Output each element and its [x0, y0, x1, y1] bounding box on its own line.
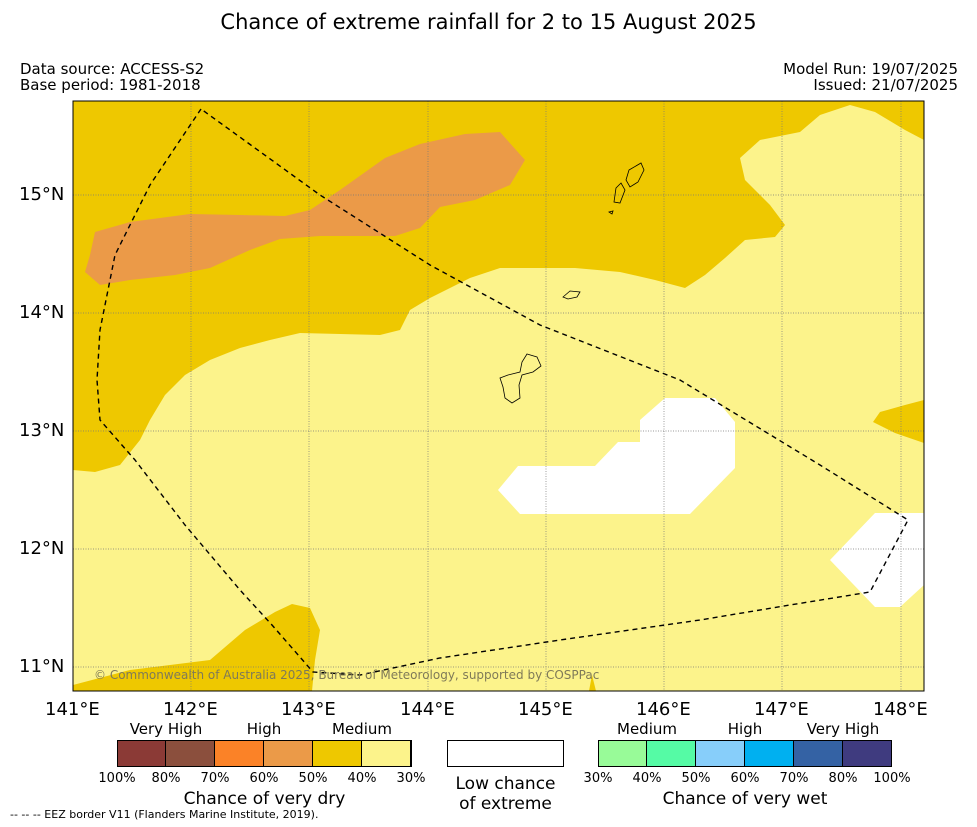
wet-tick-label: 80%: [828, 771, 858, 786]
wet-swatch-40-50: [647, 740, 696, 767]
guam-island: [499, 353, 542, 404]
dry-swatch-80-100: [117, 740, 166, 767]
island-outlines: [499, 162, 645, 404]
y-tick-label: 14°N: [19, 302, 65, 323]
model-info-block: Model Run: 19/07/2025 Issued: 21/07/2025: [783, 61, 958, 93]
aguijan-island: [608, 210, 614, 215]
dry-tick-label: 30%: [396, 771, 426, 786]
dry-medium-40-50-region: [73, 101, 924, 472]
map-frame: [72, 100, 925, 692]
dry-colorbar-frame: [117, 740, 412, 767]
dry-tick-label: 40%: [347, 771, 377, 786]
x-tick-label: 142°E: [163, 699, 218, 720]
x-tick-label: 143°E: [281, 699, 336, 720]
x-tick-label: 147°E: [754, 699, 809, 720]
dry-swatch-50-60: [264, 740, 313, 767]
data-source: Data source: ACCESS-S2: [20, 60, 205, 78]
low-chance-title-line2: of extreme: [459, 794, 552, 814]
wet-tick-label: 100%: [873, 771, 911, 786]
wet-tick-label: 40%: [632, 771, 662, 786]
wet-tick-label: 50%: [681, 771, 711, 786]
y-tick-label: 15°N: [19, 184, 65, 205]
low-chance-swatch: [447, 740, 564, 767]
dry-tick-label: 80%: [151, 771, 181, 786]
wet-colorbar-frame: [598, 740, 892, 767]
dry-high-50-60-region: [85, 132, 525, 285]
tinian-island: [613, 182, 626, 204]
dry-swatch-40-50: [313, 740, 362, 767]
wet-tick-label: 70%: [779, 771, 809, 786]
wet-swatch-60-70: [745, 740, 794, 767]
wet-swatch-70-80: [794, 740, 843, 767]
wet-swatch-30-40: [598, 740, 647, 767]
copyright-notice: © Commonwealth of Australia 2025, Bureau…: [94, 668, 599, 682]
y-tick-label: 13°N: [19, 420, 65, 441]
map-title: Chance of extreme rainfall for 2 to 15 A…: [220, 10, 757, 34]
dry-swatch-60-70: [215, 740, 264, 767]
data-source-block: Data source: ACCESS-S2 Base period: 1981…: [20, 61, 204, 93]
wet-tick-label: 60%: [730, 771, 760, 786]
low-chance-region: [498, 398, 735, 514]
dry-medium-40-50-region-lower: [73, 604, 320, 691]
eez-footnote: -- -- -- EEZ border V11 (Flanders Marine…: [10, 808, 319, 821]
x-tick-label: 141°E: [45, 699, 100, 720]
saipan-island: [625, 162, 645, 188]
dry-swatch-70-80: [166, 740, 215, 767]
wet-legend-title: Chance of very wet: [662, 789, 828, 809]
wet-tick-label: 30%: [583, 771, 613, 786]
dry-medium-40-50-region-dot: [589, 675, 596, 691]
dry-legend-title: Chance of very dry: [183, 789, 346, 809]
low-chance-region-east: [830, 513, 924, 607]
x-tick-label: 146°E: [636, 699, 691, 720]
map-plot-area: [73, 101, 924, 691]
x-tick-label: 144°E: [400, 699, 455, 720]
y-tick-label: 12°N: [19, 538, 65, 559]
dry-tick-label: 70%: [200, 771, 230, 786]
x-tick-label: 145°E: [518, 699, 573, 720]
wet-category-medium: Medium: [617, 720, 677, 738]
y-tick-label: 11°N: [19, 656, 65, 677]
x-tick-label: 148°E: [873, 699, 928, 720]
low-chance-title-line1: Low chance: [455, 774, 556, 794]
dry-tick-label: 60%: [249, 771, 279, 786]
dry-swatch-30-40: [362, 740, 411, 767]
rota-island: [562, 290, 581, 300]
wet-category-very-high: Very High: [806, 720, 880, 738]
model-run: Model Run: 19/07/2025: [783, 60, 958, 78]
dry-medium-40-50-region-east: [873, 400, 924, 443]
dry-tick-label: 100%: [98, 771, 136, 786]
gridlines: [73, 101, 924, 691]
dry-category-very-high: Very High: [129, 720, 203, 738]
dry-tick-label: 50%: [298, 771, 328, 786]
wet-category-high: High: [727, 720, 763, 738]
eez-border-line: [96, 108, 909, 676]
base-period: Base period: 1981-2018: [20, 76, 201, 94]
issued-date: Issued: 21/07/2025: [813, 76, 958, 94]
wet-swatch-50-60: [696, 740, 745, 767]
dry-category-high: High: [246, 720, 282, 738]
dry-category-medium: Medium: [332, 720, 392, 738]
